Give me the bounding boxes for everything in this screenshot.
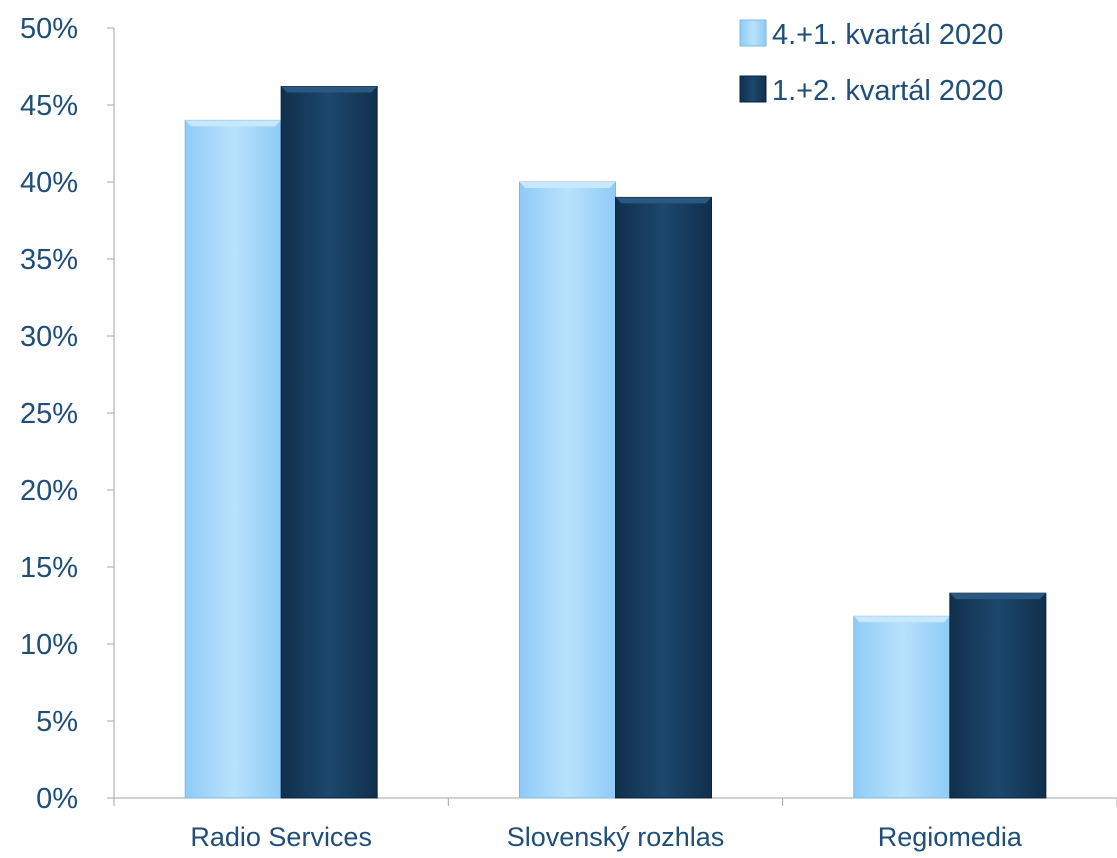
bar-top-bevel [615,197,712,204]
labels: 0% 5% 10% 15% 20% 25% 30% 35% 40% 45% 50% Radio Ser… [20,13,1023,852]
bar-top-bevel [853,616,950,623]
bar-top-bevel [281,86,378,93]
bar-2-2 [615,196,712,799]
bars [184,86,1047,799]
bar-1-2 [519,181,616,799]
bar-top-bevel [185,120,282,127]
bar-1-3 [853,615,951,799]
x-category-label: Radio Services [190,822,372,852]
bar-2-3 [949,592,1047,799]
bar-top-bevel [519,182,616,188]
y-tick-label: 10% [20,629,78,661]
x-category-label: Slovenský rozhlas [507,822,725,852]
y-tick-label: 30% [20,321,78,353]
legend-swatch [739,75,767,103]
y-tick-label: 50% [20,13,78,45]
bar-top-bevel [949,593,1046,600]
legend: 4.+1. kvartál 2020 1.+2. kvartál 2020 [739,19,1003,107]
y-tick-label: 5% [36,706,78,738]
y-tick-label: 20% [20,475,78,507]
legend-swatch [739,19,767,47]
y-tick-label: 35% [20,244,78,276]
y-tick-label: 0% [36,783,78,815]
bar-1-1 [184,119,282,799]
y-tick-label: 15% [20,552,78,584]
bar-2-1 [280,86,378,799]
legend-label: 1.+2. kvartál 2020 [772,75,1003,107]
y-tick-label: 40% [20,167,78,199]
legend-label: 4.+1. kvartál 2020 [772,19,1003,51]
y-tick-label: 25% [20,398,78,430]
x-category-label: Regiomedia [878,822,1023,852]
y-tick-label: 45% [20,90,78,122]
